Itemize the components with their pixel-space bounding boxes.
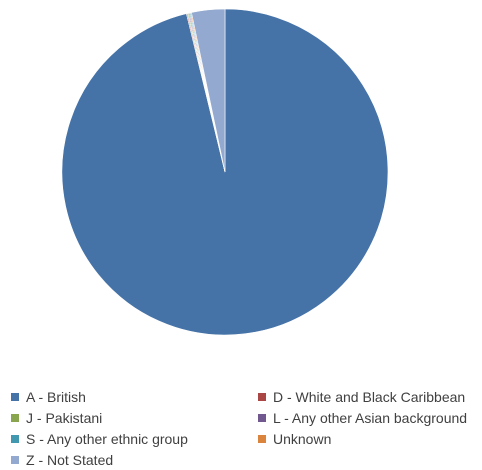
- legend-item-other-asian: L - Any other Asian background: [258, 408, 467, 428]
- legend-item-not-stated: Z - Not Stated: [11, 450, 113, 470]
- chart-legend: A - British D - White and Black Caribbea…: [0, 385, 482, 470]
- legend-swatch-white-black-caribbean: [258, 393, 266, 401]
- legend-item-unknown: Unknown: [258, 429, 331, 449]
- legend-swatch-other-asian: [258, 414, 266, 422]
- legend-swatch-unknown: [258, 435, 266, 443]
- legend-label-not-stated: Z - Not Stated: [26, 452, 114, 468]
- legend-label-british: A - British: [26, 389, 86, 405]
- legend-swatch-british: [11, 393, 19, 401]
- legend-label-unknown: Unknown: [273, 431, 332, 447]
- pie-slice-z-not-stated: [191, 8, 226, 173]
- pie-plot-area: [61, 8, 389, 336]
- legend-item-british: A - British: [11, 387, 86, 407]
- legend-item-white-black-caribbean: D - White and Black Caribbean: [258, 387, 465, 407]
- legend-label-white-black-caribbean: D - White and Black Caribbean: [273, 389, 466, 405]
- legend-swatch-not-stated: [11, 456, 19, 464]
- legend-swatch-other-ethnic: [11, 435, 19, 443]
- legend-label-other-ethnic: S - Any other ethnic group: [26, 431, 188, 447]
- legend-item-pakistani: J - Pakistani: [11, 408, 102, 428]
- legend-swatch-pakistani: [11, 414, 19, 422]
- legend-label-other-asian: L - Any other Asian background: [273, 410, 468, 426]
- legend-label-pakistani: J - Pakistani: [26, 410, 103, 426]
- legend-item-other-ethnic: S - Any other ethnic group: [11, 429, 188, 449]
